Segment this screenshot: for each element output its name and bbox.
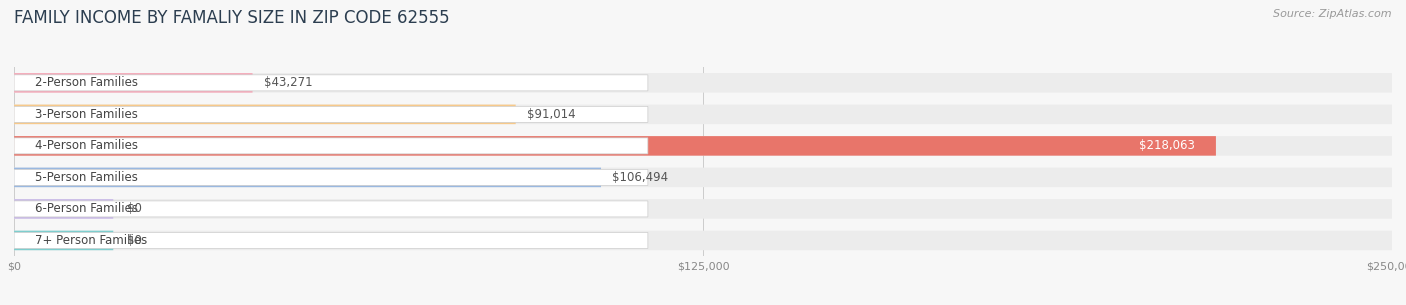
- FancyBboxPatch shape: [14, 105, 516, 124]
- Text: 4-Person Families: 4-Person Families: [35, 139, 138, 152]
- FancyBboxPatch shape: [14, 169, 648, 185]
- FancyBboxPatch shape: [14, 231, 1392, 250]
- FancyBboxPatch shape: [14, 199, 1392, 219]
- Text: $0: $0: [127, 203, 142, 215]
- Text: 3-Person Families: 3-Person Families: [35, 108, 138, 121]
- FancyBboxPatch shape: [14, 105, 1392, 124]
- Text: Source: ZipAtlas.com: Source: ZipAtlas.com: [1274, 9, 1392, 19]
- FancyBboxPatch shape: [14, 75, 648, 91]
- FancyBboxPatch shape: [14, 232, 648, 249]
- FancyBboxPatch shape: [14, 138, 648, 154]
- Text: $91,014: $91,014: [527, 108, 575, 121]
- Text: $43,271: $43,271: [263, 76, 312, 89]
- FancyBboxPatch shape: [14, 136, 1216, 156]
- FancyBboxPatch shape: [14, 199, 114, 219]
- Text: 5-Person Families: 5-Person Families: [35, 171, 138, 184]
- Text: 2-Person Families: 2-Person Families: [35, 76, 138, 89]
- FancyBboxPatch shape: [14, 168, 600, 187]
- FancyBboxPatch shape: [14, 73, 1392, 93]
- Text: $0: $0: [127, 234, 142, 247]
- Text: FAMILY INCOME BY FAMALIY SIZE IN ZIP CODE 62555: FAMILY INCOME BY FAMALIY SIZE IN ZIP COD…: [14, 9, 450, 27]
- Text: 6-Person Families: 6-Person Families: [35, 203, 138, 215]
- FancyBboxPatch shape: [14, 106, 648, 122]
- FancyBboxPatch shape: [14, 136, 1392, 156]
- Text: $218,063: $218,063: [1139, 139, 1195, 152]
- FancyBboxPatch shape: [14, 231, 114, 250]
- FancyBboxPatch shape: [14, 201, 648, 217]
- FancyBboxPatch shape: [14, 168, 1392, 187]
- FancyBboxPatch shape: [14, 73, 253, 93]
- Text: $106,494: $106,494: [612, 171, 668, 184]
- Text: 7+ Person Families: 7+ Person Families: [35, 234, 148, 247]
